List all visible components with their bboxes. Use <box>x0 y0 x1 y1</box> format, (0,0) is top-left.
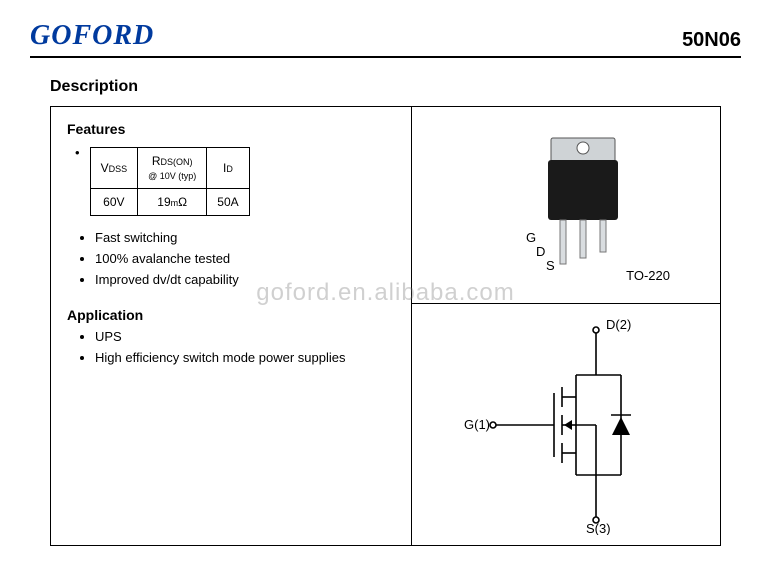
pin-gate-label: G(1) <box>464 417 490 432</box>
features-list: Fast switching 100% avalanche tested Imp… <box>95 230 395 287</box>
bullet-icon: • <box>75 145 80 160</box>
application-list: UPS High efficiency switch mode power su… <box>95 329 395 365</box>
th-id: ID <box>207 148 249 189</box>
feature-item: Fast switching <box>95 230 395 245</box>
package-label: TO-220 <box>626 268 670 283</box>
pin-drain-label: D(2) <box>606 317 631 332</box>
application-heading: Application <box>67 307 395 323</box>
right-column: G D S TO-220 <box>412 107 720 545</box>
description-heading: Description <box>50 78 741 96</box>
part-number: 50N06 <box>682 29 741 52</box>
td-vdss: 60V <box>90 189 138 216</box>
pin-d-label: D <box>536 244 545 259</box>
th-vdss: VDSS <box>90 148 138 189</box>
left-column: Features • VDSS RDS(ON) @ 10V (typ) ID <box>51 107 412 545</box>
application-item: UPS <box>95 329 395 344</box>
schematic-panel: D(2) G(1) S(3) <box>412 304 720 545</box>
th-rds: RDS(ON) @ 10V (typ) <box>138 148 207 189</box>
pin-s-label: S <box>546 258 555 273</box>
content-box: Features • VDSS RDS(ON) @ 10V (typ) ID <box>50 106 721 546</box>
td-id: 50A <box>207 189 249 216</box>
package-drawing: G D S <box>456 120 676 290</box>
spec-table: VDSS RDS(ON) @ 10V (typ) ID 60V 19mΩ <box>90 147 250 216</box>
feature-item: 100% avalanche tested <box>95 251 395 266</box>
brand-logo: GOFORD <box>30 20 154 52</box>
package-panel: G D S TO-220 <box>412 107 720 304</box>
features-heading: Features <box>67 121 395 137</box>
td-rds: 19mΩ <box>138 189 207 216</box>
application-item: High efficiency switch mode power suppli… <box>95 350 395 365</box>
pin-g-label: G <box>526 230 536 245</box>
mosfet-schematic: D(2) G(1) S(3) <box>436 315 696 535</box>
feature-item: Improved dv/dt capability <box>95 272 395 287</box>
pin-source-label: S(3) <box>586 521 611 535</box>
